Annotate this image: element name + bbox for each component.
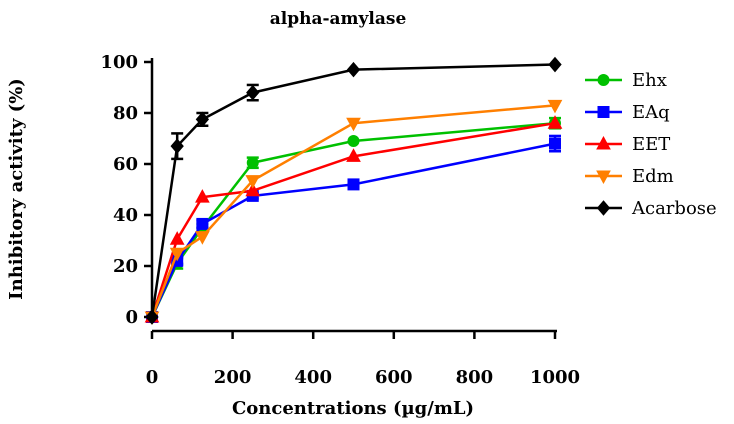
legend: Ehx EAq EET Edm Acarbose <box>585 70 717 219</box>
data-point <box>346 61 361 78</box>
legend-marker <box>596 135 611 150</box>
data-point <box>245 182 261 197</box>
y-axis-label: Inhibitory activity (%) <box>6 78 27 300</box>
legend-item-ehx: Ehx <box>585 70 667 91</box>
x-tick-label: 200 <box>214 367 252 388</box>
y-tick-label: 20 <box>113 256 138 277</box>
legend-label: Acarbose <box>631 198 717 219</box>
data-point <box>549 137 561 150</box>
x-tick-label: 1000 <box>530 367 580 388</box>
data-point <box>196 217 209 230</box>
series-line <box>150 63 556 318</box>
y-tick-label: 80 <box>113 103 138 124</box>
legend-label: EAq <box>632 102 670 123</box>
y-tick-label: 40 <box>113 205 138 226</box>
data-point <box>548 56 562 73</box>
legend-label: Ehx <box>632 70 667 91</box>
legend-marker <box>597 74 610 86</box>
x-tick-label: 800 <box>456 367 494 388</box>
data-point <box>346 117 361 132</box>
data-point <box>169 231 185 245</box>
x-tick-label: 400 <box>294 367 332 388</box>
y-tick-label: 100 <box>100 52 138 73</box>
y-tick-label: 0 <box>125 307 138 328</box>
data-point <box>246 156 259 169</box>
data-point <box>195 231 210 245</box>
legend-marker <box>596 200 611 216</box>
data-point <box>170 138 184 154</box>
y-tick-label: 60 <box>113 154 138 175</box>
x-tick-label: 600 <box>375 367 413 388</box>
legend-item-eet: EET <box>585 134 670 155</box>
plot-area <box>144 56 563 326</box>
data-point <box>547 99 563 114</box>
legend-item-edm: Edm <box>585 166 674 187</box>
legend-item-acarbose: Acarbose <box>585 198 717 219</box>
data-point <box>245 175 261 189</box>
data-point <box>145 309 159 325</box>
chart-title: alpha-amylase <box>270 9 407 29</box>
x-axis-label: Concentrations (µg/mL) <box>232 398 474 419</box>
series-line <box>150 104 556 318</box>
x-tick-label: 0 <box>146 367 159 388</box>
legend-marker <box>596 170 611 185</box>
legend-label: EET <box>632 134 670 155</box>
data-point <box>195 189 210 203</box>
data-point <box>195 111 210 128</box>
legend-marker <box>597 106 610 118</box>
data-point <box>347 178 360 191</box>
data-point <box>246 84 260 101</box>
legend-item-eaq: EAq <box>585 102 670 123</box>
series-edm <box>144 99 563 326</box>
data-point <box>347 135 360 148</box>
series-line <box>150 142 556 318</box>
data-point <box>169 247 185 262</box>
data-point <box>346 148 361 162</box>
legend-label: Edm <box>632 166 674 187</box>
data-point <box>547 115 563 129</box>
series-acarbose <box>145 56 562 325</box>
